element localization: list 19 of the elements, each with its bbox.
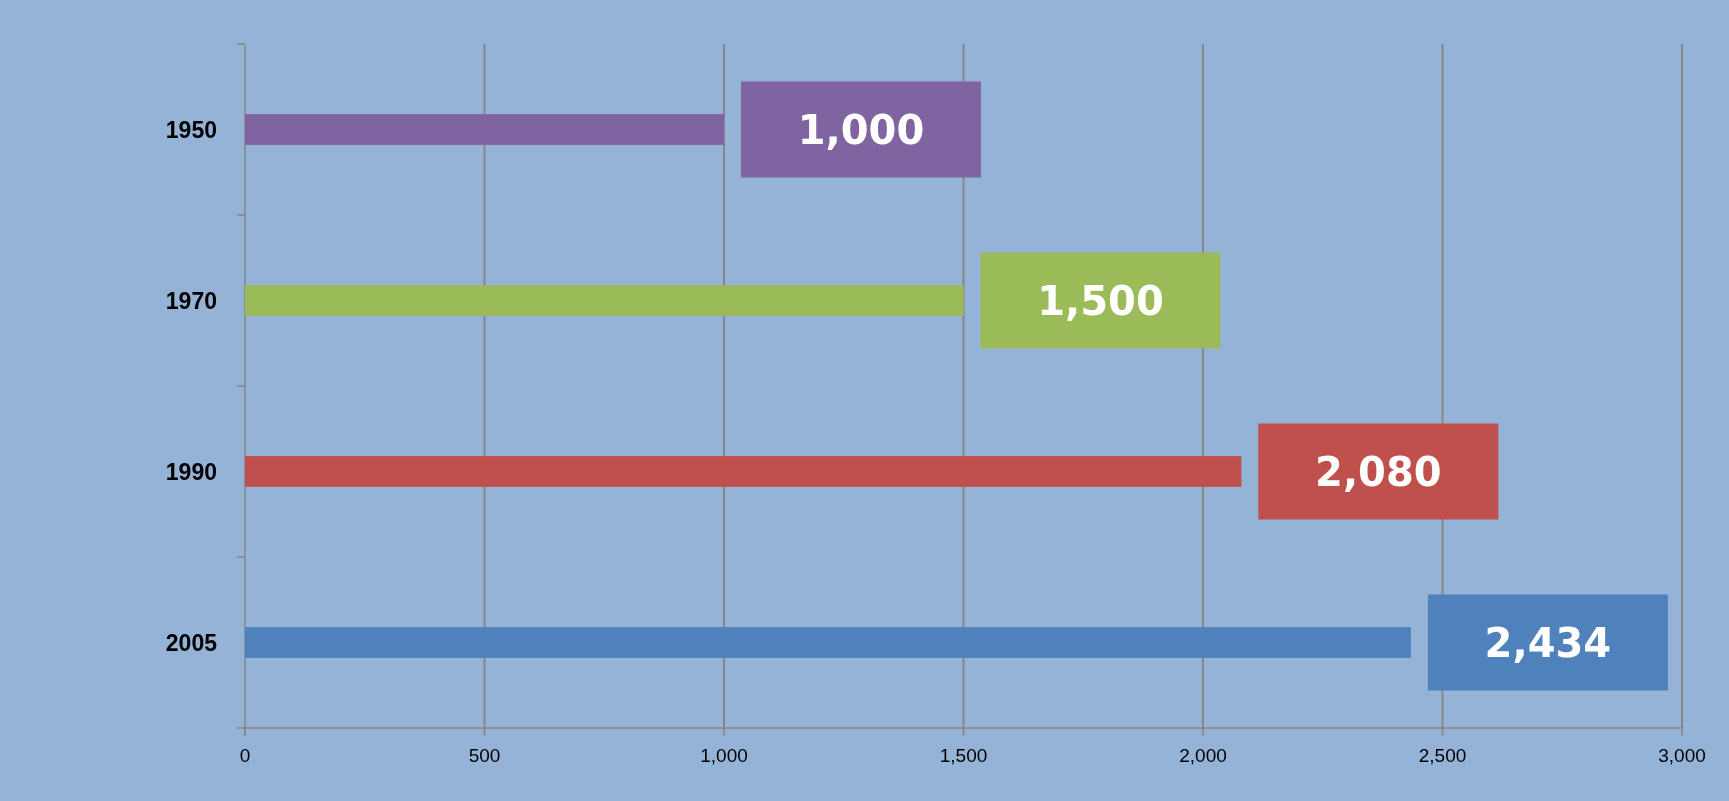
bar [245, 456, 1242, 487]
x-tick-label: 2,000 [1179, 745, 1227, 766]
x-tick-label: 1,000 [700, 745, 748, 766]
y-tick-label: 1950 [165, 116, 217, 143]
y-tick-label: 1990 [165, 458, 217, 485]
x-tick-label: 1,500 [939, 745, 988, 766]
data-label: 1,000 [797, 106, 925, 153]
bar [245, 285, 964, 316]
data-label: 2,080 [1315, 448, 1442, 495]
data-label: 1,500 [1037, 277, 1164, 324]
bar [245, 627, 1411, 658]
x-tick-label: 3,000 [1658, 745, 1706, 766]
x-tick-label: 500 [468, 745, 501, 766]
data-label: 2,434 [1484, 619, 1612, 666]
y-tick-label: 2005 [165, 629, 218, 656]
x-tick-label: 2,500 [1418, 745, 1467, 766]
y-tick-label: 1970 [165, 287, 217, 314]
x-tick-label: 0 [239, 745, 251, 766]
bar [245, 114, 724, 145]
